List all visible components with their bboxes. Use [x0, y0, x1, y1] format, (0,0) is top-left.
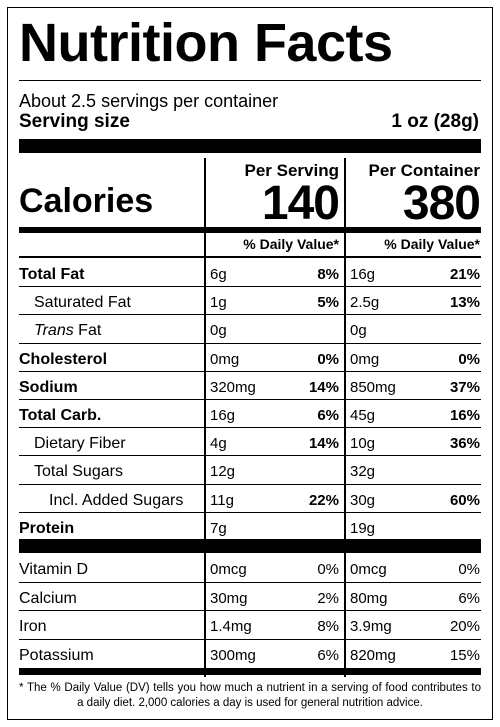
serving-amount: 30mg	[210, 589, 248, 607]
label-title: Nutrition Facts	[19, 13, 393, 73]
column-divider-container	[344, 158, 346, 677]
thick-rule-top	[19, 139, 481, 153]
servings-per-container: About 2.5 servings per container	[19, 91, 279, 111]
container-amount: 2.5g	[350, 294, 380, 312]
container-amount: 16g	[350, 266, 376, 283]
row-divider	[19, 483, 481, 485]
serving-amount: 1.4mg	[210, 618, 252, 635]
serving-daily-value: 14%	[308, 378, 339, 396]
container-amount: 0mg	[350, 350, 380, 368]
serving-daily-value: 0%	[317, 561, 339, 578]
column-divider-serving	[204, 158, 206, 677]
container-daily-value: 20%	[449, 618, 480, 635]
nutrient-name: Dietary Fiber	[34, 435, 126, 453]
daily-value-header-container: % Daily Value*	[384, 236, 480, 252]
container-amount: 32g	[350, 463, 376, 481]
serving-size-label: Serving size	[19, 111, 130, 132]
serving-daily-value: 8%	[317, 618, 339, 635]
row-divider	[19, 638, 481, 640]
serving-amount: 1g	[210, 294, 227, 312]
serving-amount: 4g	[210, 435, 227, 453]
nutrient-name: Cholesterol	[19, 350, 108, 368]
container-daily-value: 37%	[449, 378, 480, 396]
row-divider	[19, 399, 481, 400]
per-serving-header: Per Serving	[244, 161, 340, 180]
nutrient-name-italic: Trans	[34, 322, 74, 340]
nutrient-name: Total Fat	[19, 266, 85, 283]
container-amount: 19g	[350, 519, 376, 537]
serving-daily-value: 8%	[317, 266, 339, 283]
calories-rule	[19, 227, 481, 233]
daily-value-footnote: * The % Daily Value (DV) tells you how m…	[19, 682, 481, 709]
row-divider	[19, 610, 481, 611]
serving-daily-value: 5%	[317, 294, 339, 312]
nutrient-name: Potassium	[19, 646, 94, 664]
container-daily-value: 16%	[449, 407, 480, 424]
thick-rule-vitamins	[19, 539, 481, 553]
nutrition-facts-label: Nutrition Facts About 2.5 servings per c…	[7, 7, 493, 720]
serving-amount: 320mg	[210, 378, 256, 396]
container-daily-value: 21%	[449, 266, 480, 283]
nutrient-name: Trans Fat	[34, 323, 101, 339]
serving-daily-value: 2%	[317, 589, 339, 607]
serving-amount: 11g	[210, 491, 234, 509]
dv-header-rule	[19, 256, 481, 258]
serving-size-value: 1 oz (28g)	[391, 111, 479, 132]
container-daily-value: 13%	[449, 294, 480, 312]
row-divider	[19, 511, 481, 513]
serving-amount: 0mg	[210, 350, 240, 368]
row-divider	[19, 342, 481, 344]
container-daily-value: 0%	[458, 350, 480, 368]
row-divider	[19, 370, 481, 372]
serving-amount: 12g	[210, 463, 236, 481]
container-amount: 850mg	[350, 378, 396, 396]
container-amount: 30g	[350, 491, 376, 509]
container-amount: 0mcg	[350, 561, 387, 578]
row-divider	[19, 581, 481, 583]
calories-label: Calories	[19, 182, 154, 220]
nutrient-name: Vitamin D	[19, 561, 89, 578]
title-rule	[19, 80, 481, 81]
serving-amount: 16g	[210, 407, 236, 424]
serving-daily-value: 22%	[308, 491, 339, 509]
nutrient-name: Iron	[19, 618, 47, 635]
nutrient-name: Protein	[19, 519, 75, 537]
nutrient-name-rest: Fat	[73, 322, 102, 340]
container-daily-value: 6%	[458, 589, 480, 607]
container-amount: 45g	[350, 407, 376, 424]
container-daily-value: 15%	[449, 646, 480, 664]
serving-amount: 6g	[210, 266, 227, 283]
per-container-header: Per Container	[368, 161, 480, 180]
row-divider	[19, 314, 481, 316]
serving-daily-value: 0%	[317, 350, 339, 368]
container-amount: 10g	[350, 435, 376, 453]
serving-amount: 0g	[210, 322, 227, 340]
thick-rule-bottom	[19, 668, 481, 675]
row-divider	[19, 286, 481, 288]
nutrient-name: Calcium	[19, 589, 77, 607]
calories-per-container: 380	[402, 177, 481, 230]
nutrient-name: Total Carb.	[19, 407, 102, 424]
nutrient-name: Total Sugars	[34, 463, 123, 481]
serving-amount: 0mcg	[210, 561, 247, 578]
serving-amount: 7g	[210, 519, 227, 537]
serving-daily-value: 6%	[317, 407, 339, 424]
daily-value-header-serving: % Daily Value*	[243, 236, 339, 252]
container-daily-value: 60%	[449, 491, 480, 509]
serving-amount: 300mg	[210, 646, 256, 664]
serving-daily-value: 14%	[308, 435, 339, 453]
container-amount: 3.9mg	[350, 618, 392, 635]
calories-per-serving: 140	[261, 177, 340, 230]
container-amount: 0g	[350, 322, 367, 340]
row-divider	[19, 455, 481, 457]
container-amount: 80mg	[350, 589, 388, 607]
row-divider	[19, 427, 481, 429]
container-daily-value: 0%	[458, 561, 480, 578]
container-amount: 820mg	[350, 646, 396, 664]
serving-daily-value: 6%	[317, 646, 339, 664]
nutrient-name: Sodium	[19, 378, 78, 396]
nutrient-name: Saturated Fat	[34, 294, 131, 312]
nutrient-name: Incl. Added Sugars	[49, 491, 184, 509]
container-daily-value: 36%	[449, 435, 480, 453]
